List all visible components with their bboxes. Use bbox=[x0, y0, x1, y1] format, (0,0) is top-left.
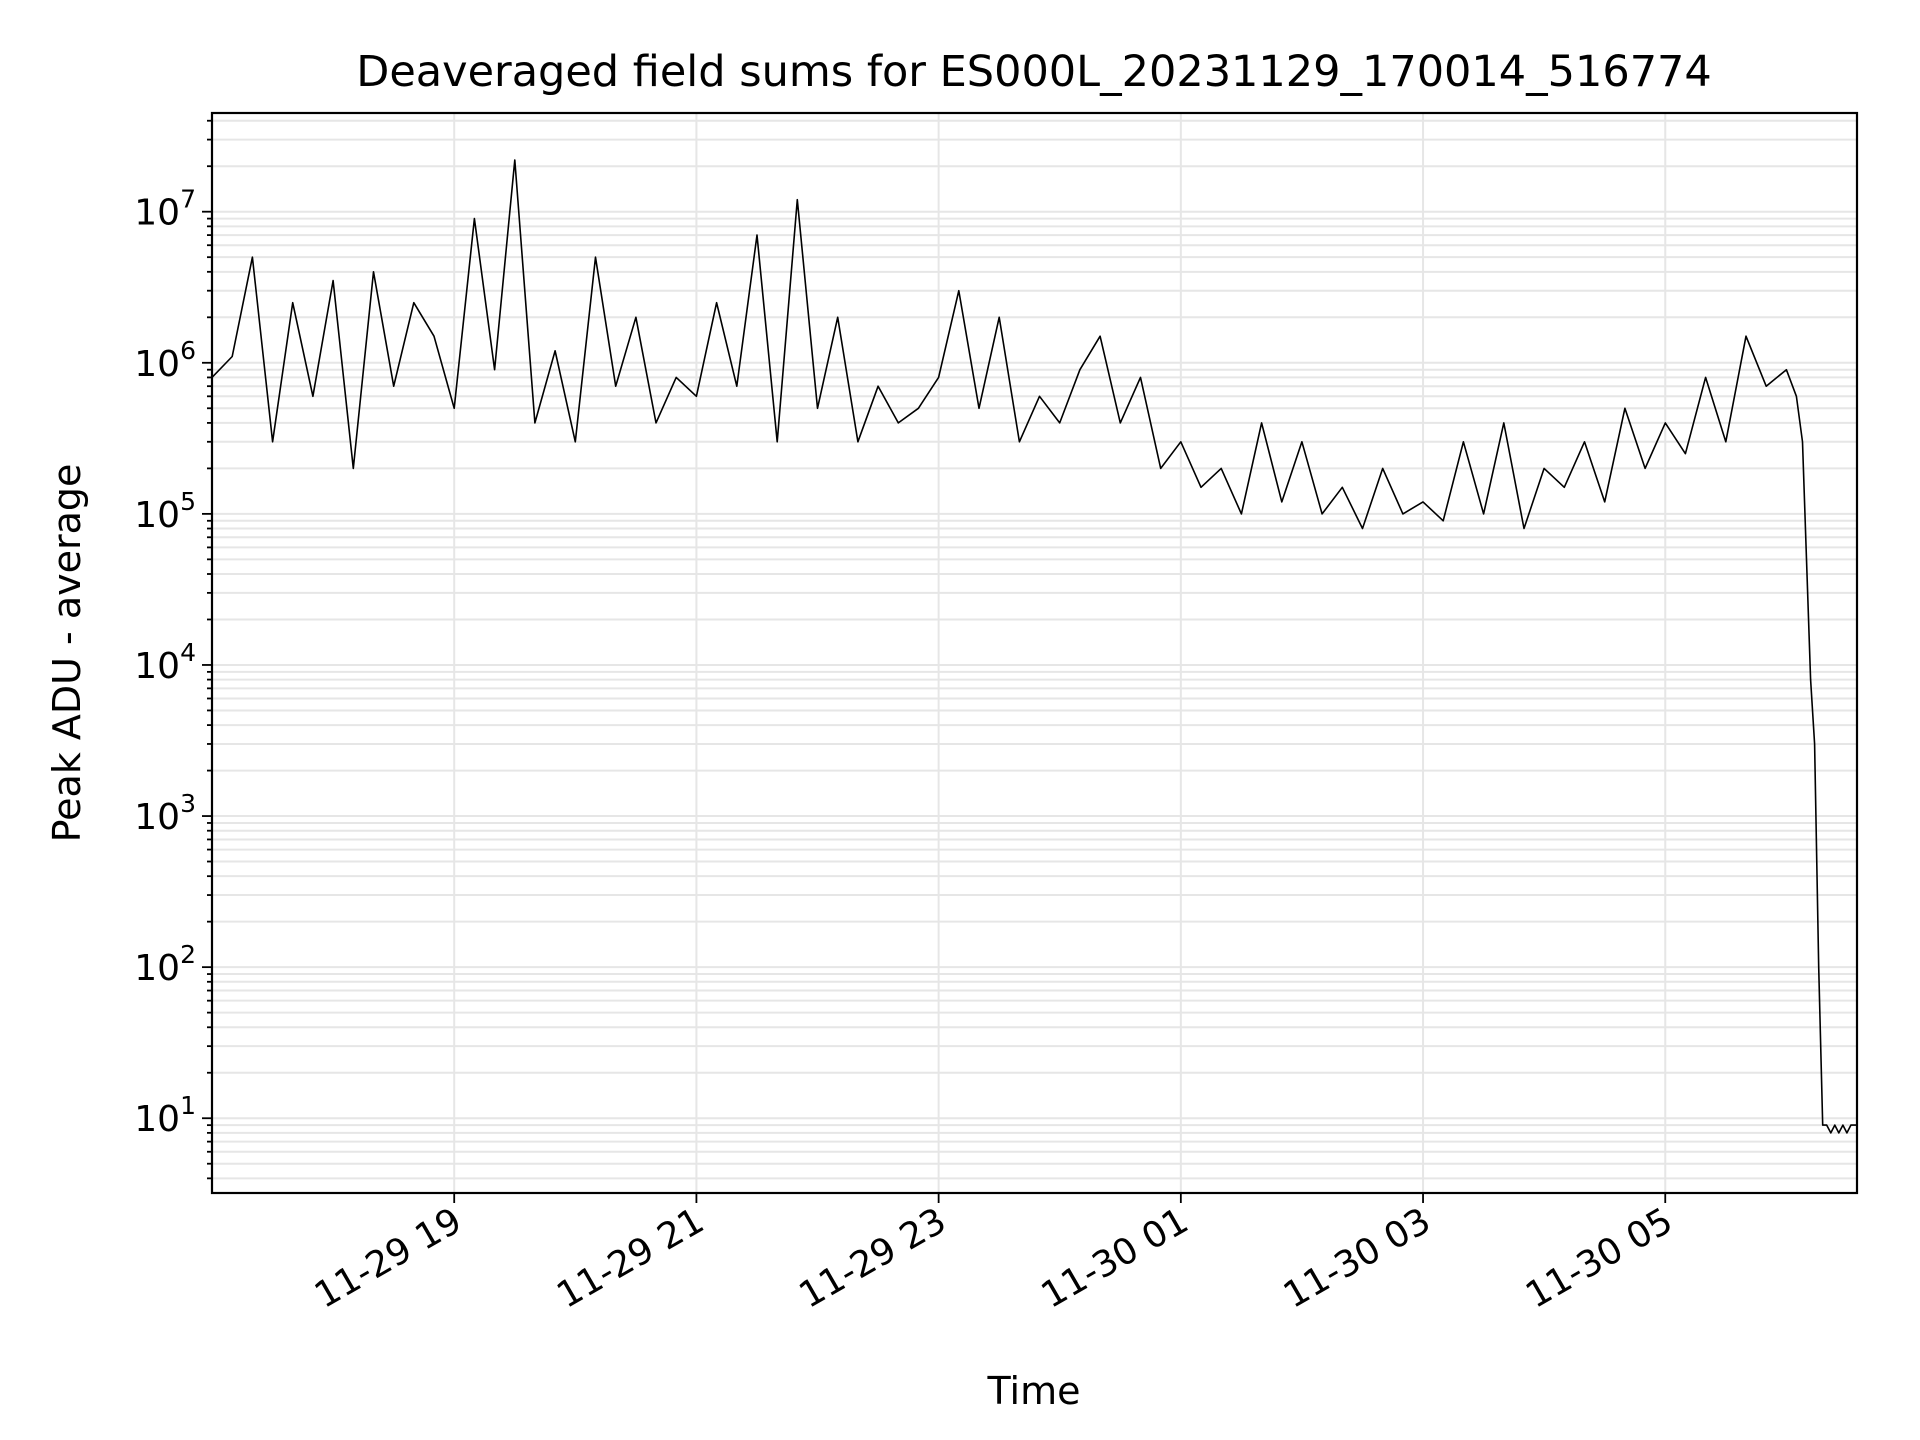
grid bbox=[212, 113, 1857, 1193]
y-tick-label-exponent: 6 bbox=[180, 336, 196, 365]
y-tick-label-base: 10 bbox=[134, 193, 180, 234]
y-tick-label-base: 10 bbox=[134, 344, 180, 385]
y-tick-label: 102 bbox=[134, 940, 196, 989]
y-tick-label-exponent: 4 bbox=[180, 638, 196, 667]
x-axis-label: Time bbox=[987, 1369, 1081, 1413]
y-tick-label-exponent: 7 bbox=[180, 185, 196, 214]
y-tick-label: 104 bbox=[134, 638, 196, 687]
y-tick-label: 105 bbox=[134, 487, 196, 536]
series-layer bbox=[211, 159, 1857, 1134]
y-axis-label: Peak ADU - average bbox=[45, 464, 89, 843]
y-tick-label-exponent: 1 bbox=[180, 1091, 196, 1120]
y-tick-label-exponent: 3 bbox=[180, 789, 196, 818]
y-tick-label: 101 bbox=[134, 1091, 196, 1140]
y-tick-label-base: 10 bbox=[134, 1099, 180, 1140]
y-tick-label: 107 bbox=[134, 185, 196, 234]
axis-ticks bbox=[202, 119, 1667, 1203]
y-tick-label: 106 bbox=[134, 336, 196, 385]
y-tick-label-exponent: 2 bbox=[180, 940, 196, 969]
plot-frame bbox=[210, 111, 1859, 1195]
y-tick-label-base: 10 bbox=[134, 646, 180, 687]
series-line bbox=[211, 159, 1857, 1134]
plot-area bbox=[212, 113, 1857, 1193]
y-tick-label-base: 10 bbox=[134, 948, 180, 989]
chart-title: Deaveraged field sums for ES000L_2023112… bbox=[356, 47, 1712, 97]
y-tick-label: 103 bbox=[134, 789, 196, 838]
y-tick-label-base: 10 bbox=[134, 797, 180, 838]
y-tick-label-base: 10 bbox=[134, 495, 180, 536]
y-tick-label-exponent: 5 bbox=[180, 487, 196, 516]
